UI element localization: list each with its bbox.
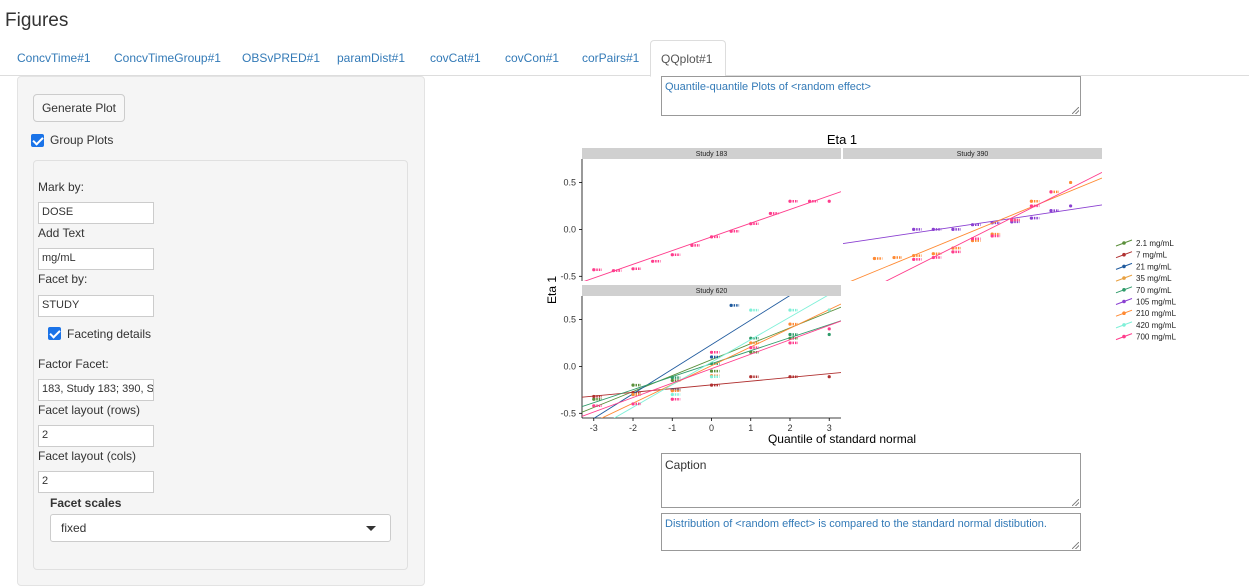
legend-item-label: 7 mg/mL bbox=[1136, 251, 1168, 260]
legend-key-point bbox=[1122, 252, 1126, 257]
legend-item-label: 21 mg/mL bbox=[1136, 262, 1172, 271]
y-tick-label: 0.5 bbox=[563, 314, 576, 324]
x-tick-label: -3 bbox=[590, 423, 598, 433]
group-plots-label: Group Plots bbox=[50, 133, 114, 147]
mark-by-label: Mark by: bbox=[38, 180, 85, 194]
faceting-details-label: Faceting details bbox=[67, 327, 152, 341]
factor-facet-input[interactable]: 183, Study 183; 390, St bbox=[38, 379, 154, 401]
facet-strip bbox=[582, 148, 841, 159]
facet-cols-input[interactable]: 2 bbox=[38, 471, 154, 493]
resize-handle-icon[interactable] bbox=[1072, 542, 1079, 549]
facet-scales-select[interactable]: fixed bbox=[50, 514, 391, 542]
legend-item-label: 105 mg/mL bbox=[1136, 298, 1177, 307]
qq-point bbox=[827, 375, 831, 379]
qq-point bbox=[1069, 204, 1073, 208]
plot-title-textarea[interactable]: Quantile-quantile Plots of <random effec… bbox=[661, 76, 1081, 116]
resize-handle-icon[interactable] bbox=[1072, 107, 1079, 114]
y-tick-label: 0.0 bbox=[563, 224, 576, 234]
y-tick-label: 0.5 bbox=[563, 177, 576, 187]
qq-plot: Eta 1 Study 183 -0.5 0.0 0.5 Study 390 Study … bbox=[538, 119, 1204, 453]
tab-covcon[interactable]: covCon#1 bbox=[505, 51, 560, 65]
y-axis-label: Eta 1 bbox=[545, 276, 559, 304]
tab-bar: ConcvTime#1 ConcvTimeGroup#1 OBSvPRED#1 … bbox=[0, 40, 1249, 77]
facet-rows-label: Facet layout (rows) bbox=[38, 403, 141, 417]
x-axis-label: Quantile of standard normal bbox=[768, 432, 916, 446]
legend-key-point bbox=[1122, 334, 1126, 339]
facet-rows-input[interactable]: 2 bbox=[38, 425, 154, 447]
tab-obsvpred[interactable]: OBSvPRED#1 bbox=[242, 51, 321, 65]
panel-plot-area bbox=[582, 296, 841, 418]
legend-item-label: 70 mg/mL bbox=[1136, 286, 1172, 295]
factor-facet-label: Factor Facet: bbox=[38, 357, 109, 371]
qq-plot-svg: Eta 1 Study 183 -0.5 0.0 0.5 Study 390 Study … bbox=[545, 132, 1177, 446]
add-text-label: Add Text bbox=[38, 226, 85, 240]
chevron-down-icon bbox=[366, 526, 376, 531]
qq-reference-line bbox=[850, 177, 1102, 281]
facet-by-label: Facet by: bbox=[38, 272, 88, 286]
resize-handle-icon[interactable] bbox=[1072, 499, 1079, 506]
legend-key-point bbox=[1122, 241, 1126, 245]
legend-item-label: 210 mg/mL bbox=[1136, 309, 1177, 318]
x-tick-label: -2 bbox=[629, 423, 637, 433]
facet-strip-label: Study 620 bbox=[696, 288, 728, 295]
facet-cols-label: Facet layout (cols) bbox=[38, 449, 137, 463]
x-tick-label: 1 bbox=[748, 423, 753, 433]
x-tick-label: 0 bbox=[709, 423, 714, 433]
tab-paramdist[interactable]: paramDist#1 bbox=[337, 51, 406, 65]
qq-reference-line bbox=[593, 296, 790, 418]
group-plots-checkbox[interactable] bbox=[31, 134, 44, 147]
plot-title-text: Quantile-quantile Plots of <random effec… bbox=[665, 81, 871, 93]
qq-reference-line bbox=[582, 320, 841, 417]
panel-plot-area bbox=[843, 172, 1102, 281]
tab-concvtimegroup[interactable]: ConcvTimeGroup#1 bbox=[114, 51, 221, 65]
qq-point bbox=[827, 308, 831, 312]
facet-strip bbox=[843, 148, 1102, 159]
faceting-details-checkbox[interactable] bbox=[48, 327, 61, 340]
legend-item-label: 2.1 mg/mL bbox=[1136, 239, 1174, 248]
qq-point bbox=[827, 327, 831, 331]
qq-point bbox=[827, 332, 831, 337]
y-tick-label: -0.5 bbox=[560, 271, 576, 281]
y-tick-label: 0.0 bbox=[563, 361, 576, 371]
add-text-input[interactable]: mg/mL bbox=[38, 248, 154, 270]
tab-corpairs[interactable]: corPairs#1 bbox=[582, 51, 640, 65]
x-tick-label: -1 bbox=[668, 423, 676, 433]
footnote-text: Distribution of <random effect> is compa… bbox=[665, 518, 1047, 530]
caption-text: Caption bbox=[665, 458, 707, 472]
legend-key-point bbox=[1122, 264, 1126, 269]
chart-title: Eta 1 bbox=[827, 132, 857, 147]
facet-scales-value: fixed bbox=[61, 521, 87, 535]
x-tick-label: 3 bbox=[827, 423, 832, 433]
legend-key-point bbox=[1122, 311, 1126, 315]
caption-textarea[interactable]: Caption bbox=[661, 453, 1081, 508]
legend-key-point bbox=[1122, 276, 1126, 280]
y-tick-label: -0.5 bbox=[560, 408, 576, 418]
panel-plot-area bbox=[583, 191, 841, 281]
legend-item-label: 700 mg/mL bbox=[1136, 333, 1177, 342]
qq-reference-line bbox=[613, 296, 828, 418]
legend-key-point bbox=[1122, 323, 1126, 327]
page-title: Figures bbox=[5, 10, 69, 31]
qq-point bbox=[827, 199, 831, 203]
footnote-textarea[interactable]: Distribution of <random effect> is compa… bbox=[661, 513, 1081, 551]
legend-item-label: 35 mg/mL bbox=[1136, 274, 1172, 283]
legend-key-point bbox=[1122, 299, 1126, 304]
x-tick-label: 2 bbox=[787, 423, 792, 433]
facet-by-input[interactable]: STUDY bbox=[38, 295, 154, 317]
mark-by-input[interactable]: DOSE bbox=[38, 202, 154, 224]
facet-strip-label: Study 183 bbox=[696, 151, 728, 158]
facet-strip bbox=[582, 285, 841, 296]
legend-item-label: 420 mg/mL bbox=[1136, 321, 1177, 330]
tab-covcat[interactable]: covCat#1 bbox=[430, 51, 481, 65]
facet-strip-label: Study 390 bbox=[957, 151, 989, 158]
qq-reference-line bbox=[600, 303, 841, 418]
qq-point bbox=[1049, 190, 1053, 194]
generate-plot-button[interactable]: Generate Plot bbox=[33, 94, 125, 122]
legend-key-point bbox=[1122, 288, 1126, 292]
tab-qqplot[interactable]: QQplot#1 bbox=[650, 40, 726, 77]
tab-concvtime[interactable]: ConcvTime#1 bbox=[17, 51, 91, 65]
qq-point bbox=[1069, 180, 1073, 185]
grouping-options-panel bbox=[33, 160, 408, 570]
facet-scales-label: Facet scales bbox=[50, 496, 122, 510]
